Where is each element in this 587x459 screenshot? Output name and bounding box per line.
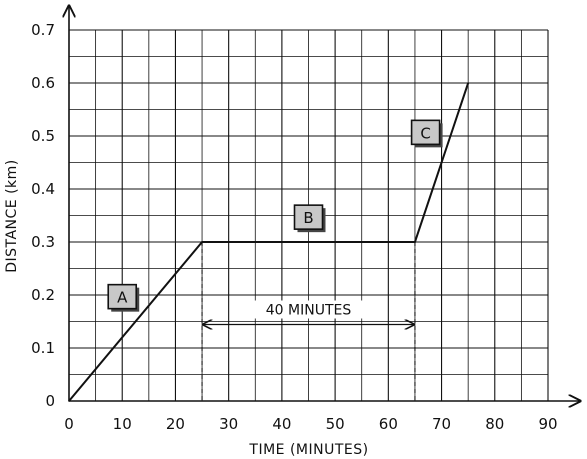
label-box	[410, 119, 441, 146]
duration-annotation: 40 MINUTES	[203, 300, 414, 325]
x-tick-label: 20	[166, 415, 185, 433]
segment-label-a: A	[107, 283, 140, 312]
y-tick-label: 0.1	[31, 339, 55, 357]
x-tick-label: 70	[432, 415, 451, 433]
data-point	[414, 241, 416, 243]
segment-label-b: B	[293, 204, 326, 233]
x-tick-label: 10	[113, 415, 132, 433]
label-text: C	[420, 124, 430, 142]
data-point	[201, 241, 203, 243]
annotation-label: 40 MINUTES	[266, 303, 352, 319]
x-tick-label: 60	[379, 415, 398, 433]
series-line	[68, 82, 470, 402]
y-axis-title: DISTANCE (km)	[4, 159, 20, 273]
data-point	[467, 82, 469, 84]
y-tick-label: 0.2	[31, 286, 55, 304]
y-tick-label: 0.5	[31, 127, 55, 145]
x-tick-label: 80	[485, 415, 504, 433]
x-tick-label: 0	[64, 415, 74, 433]
y-tick-label: 0.6	[31, 74, 55, 92]
y-tick-label: 0.4	[31, 180, 55, 198]
label-text: B	[303, 209, 313, 227]
tick-labels: 0 10 20 30 40 50 60 70 80 90 0 0.1 0.2 0.3 0.4 0.5 0.6 0.…	[31, 21, 557, 433]
y-tick-label: 0	[45, 392, 55, 410]
segment-label-c: C	[410, 119, 443, 148]
x-tick-label: 90	[538, 415, 557, 433]
x-tick-label: 50	[326, 415, 345, 433]
x-tick-label: 40	[272, 415, 291, 433]
annotation-bg	[246, 300, 371, 319]
label-box	[107, 283, 138, 310]
x-axis-title: TIME (MINUTES)	[248, 442, 368, 458]
y-tick-label: 0.3	[31, 233, 55, 251]
x-tick-label: 30	[219, 415, 238, 433]
segment-labels: A B C	[107, 119, 443, 312]
data-point	[68, 400, 70, 402]
series-layer	[68, 82, 470, 402]
label-box	[293, 204, 324, 230]
y-tick-label: 0.7	[31, 21, 55, 39]
label-text: A	[117, 289, 128, 307]
chart-axes	[69, 6, 580, 401]
